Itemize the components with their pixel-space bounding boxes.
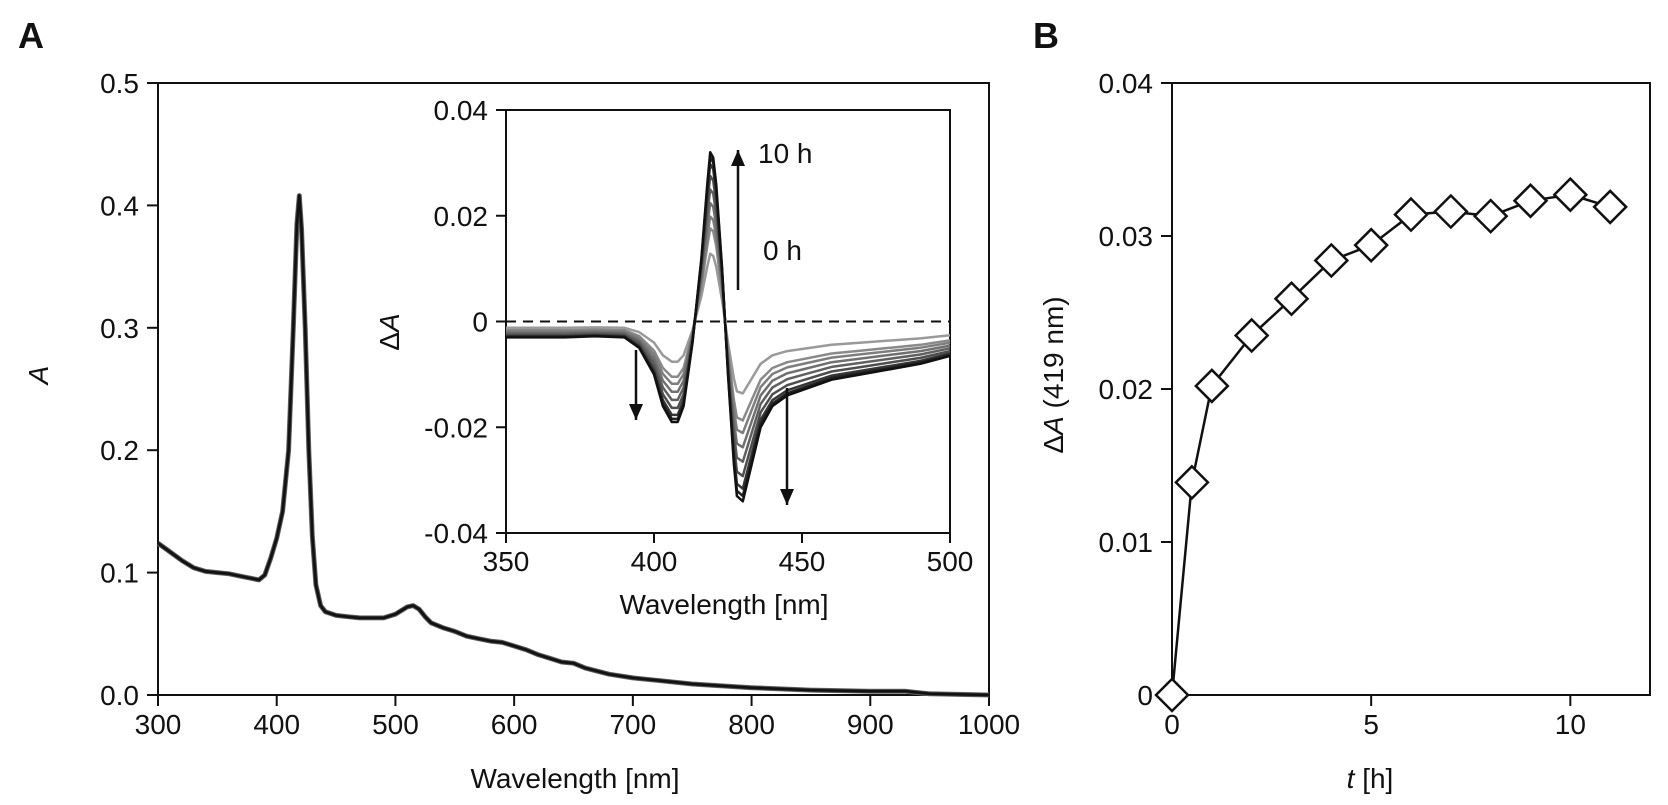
inset-series-line [506, 215, 951, 435]
inset-y-axis-title-prefix: Δ [374, 332, 405, 351]
inset-series-line [506, 252, 951, 395]
inset-arrow-down-left-head [629, 404, 643, 420]
inset-annotation-10h: 10 h [758, 138, 813, 169]
panel-b-y-axis-title-prefix: Δ [1038, 435, 1069, 454]
panel-a-x-axis-title: Wavelength [nm] [470, 763, 679, 794]
inset-x-tick-label: 450 [779, 546, 826, 577]
inset-arrow-down-right-head [780, 489, 794, 505]
panel-b-x-tick-label: 0 [1164, 709, 1180, 740]
inset-y-tick-label: -0.04 [424, 518, 488, 549]
panel-a-y-tick-label: 0.3 [100, 313, 139, 344]
panel-b-x-axis-title-var: t [1347, 763, 1356, 794]
panel-b-data-point [1353, 227, 1389, 263]
inset-x-tick-label: 350 [483, 546, 530, 577]
inset-x-tick-label: 400 [631, 546, 678, 577]
panel-a-plot-area: 300 400 500 600 700 800 900 1000 0.0 0.1 0.2 0.3 0.4… [100, 68, 1020, 740]
panel-b-y-tick-label: 0.03 [1099, 221, 1154, 252]
panel-a-x-tick-label: 700 [609, 709, 656, 740]
panel-b-data-point [1592, 189, 1628, 225]
panel-b-frame [1171, 82, 1651, 696]
inset-y-axis-title-var: A [374, 313, 405, 334]
panel-a-y-tick-label: 0.5 [100, 68, 139, 99]
panel-a-x-tick-label: 800 [728, 709, 775, 740]
inset-series-line [506, 151, 951, 503]
panel-b-plot-area: 0 5 10 0 0.01 0.02 0.03 0.04 [1099, 68, 1651, 740]
panel-b-data-point [1393, 196, 1429, 233]
panel-b-y-tick-label: 0.04 [1099, 68, 1154, 99]
panel-b-data-point [1512, 183, 1549, 219]
panel-b-y-tick-label: 0.01 [1099, 527, 1154, 558]
inset-y-tick-label: 0 [472, 307, 488, 338]
inset-series-line [506, 188, 951, 463]
panel-b-x-tick-label: 5 [1363, 709, 1379, 740]
panel-b-y-axis-title-var: A [1038, 416, 1069, 437]
panel-b-y-tick-label: 0 [1137, 680, 1153, 711]
inset-y-tick-label: 0.04 [434, 95, 489, 126]
panel-a-spectrum-line [157, 194, 990, 697]
inset-series-line [506, 201, 951, 449]
panel-a-y-axis-title: A [23, 366, 54, 387]
panel-a-x-tick-label: 900 [847, 709, 894, 740]
panel-a-label: A [18, 15, 44, 56]
panel-b-data-point [1194, 368, 1230, 404]
panel-a-x-tick-label: 1000 [958, 709, 1020, 740]
inset-arrow-up-head [731, 150, 745, 166]
panel-a-y-tick-label: 0.1 [100, 558, 139, 589]
panel-b-label: B [1033, 15, 1059, 56]
panel-a-x-tick-label: 300 [135, 709, 182, 740]
inset-x-tick-label: 500 [927, 546, 974, 577]
panel-a-frame [157, 82, 990, 696]
panel-b-series-line [1170, 193, 1611, 696]
inset-y-tick-label: -0.02 [424, 412, 488, 443]
panel-b-y-tick-label: 0.02 [1099, 374, 1154, 405]
panel-a-x-tick-label: 500 [372, 709, 419, 740]
inset-series-line [506, 227, 951, 422]
panel-b-data-point [1174, 464, 1210, 501]
panel-b-x-axis-title-unit: [h] [1354, 763, 1393, 794]
panel-b-data-point [1472, 198, 1509, 234]
panel-a-x-tick-label: 400 [253, 709, 300, 740]
panel-b-data-point [1233, 317, 1270, 354]
inset-y-tick-label: 0.02 [434, 201, 489, 232]
inset-x-axis-title: Wavelength [nm] [619, 589, 828, 620]
panel-a-x-tick-label: 600 [491, 709, 538, 740]
panel-a: A 300 400 500 600 700 800 900 1000 0.0 0.1 0.2 0.3 0… [18, 15, 1020, 794]
panel-b-data-point [1552, 176, 1589, 213]
panel-b-x-tick-label: 10 [1555, 709, 1586, 740]
panel-a-inset: 350 400 450 500 -0.04 -0.02 0 0.02 0.04 Waveleng… [374, 95, 973, 620]
panel-a-y-tick-label: 0.0 [100, 680, 139, 711]
panel-a-y-tick-label: 0.2 [100, 435, 139, 466]
panel-b-data-point [1433, 193, 1469, 230]
panel-b-x-axis-title: t [h] [1347, 763, 1394, 794]
panel-b-y-axis-title-rest: (419 nm) [1038, 296, 1069, 416]
panel-b-data-point [1154, 677, 1190, 713]
panel-b-data-point [1273, 280, 1310, 317]
panel-b-data-point [1313, 242, 1350, 279]
inset-annotation-0h: 0 h [763, 235, 802, 266]
inset-y-axis-title: ΔA [374, 313, 405, 350]
inset-plot-area: 350 400 450 500 -0.04 -0.02 0 0.02 0.04 [424, 95, 973, 577]
panel-a-y-tick-label: 0.4 [100, 190, 139, 221]
panel-b: B 0 5 10 0 0.01 0.02 0.03 0.04 t [h] ΔA (419 nm… [1033, 15, 1651, 794]
panel-b-y-axis-title: ΔA (419 nm) [1038, 296, 1069, 453]
